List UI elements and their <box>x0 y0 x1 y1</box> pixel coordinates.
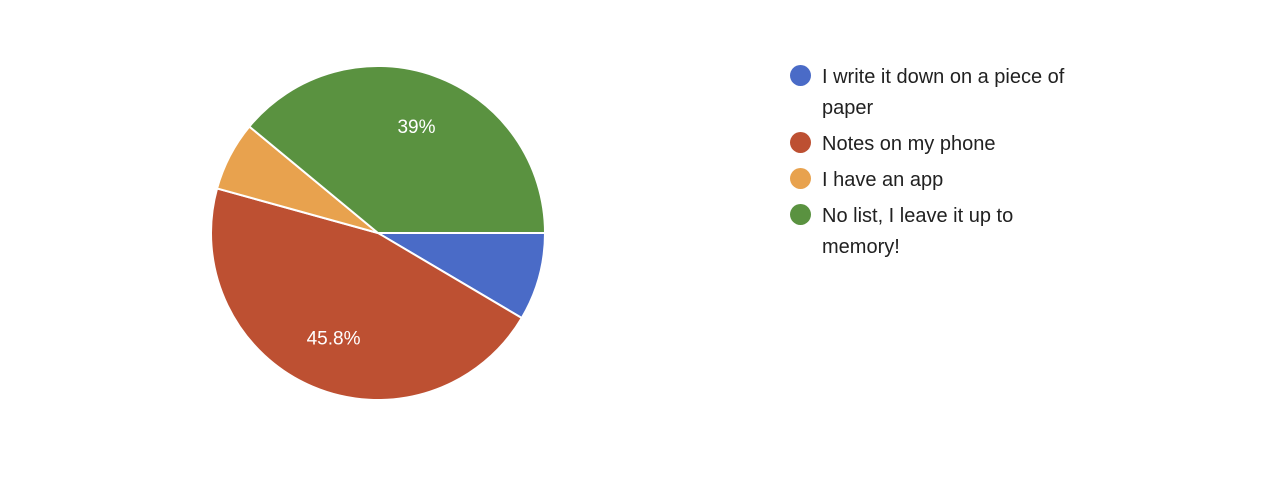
pie-slice-0 <box>374 232 547 320</box>
legend-item-3: No list, I leave it up to memory! <box>790 201 1080 263</box>
legend-swatch-icon <box>790 168 811 189</box>
slice-percent-label-3: 39% <box>397 117 435 138</box>
legend-item-1: Notes on my phone <box>790 129 1080 160</box>
slice-percent-label-1: 45.8% <box>307 329 361 350</box>
legend-item-0: I write it down on a piece of paper <box>790 62 1080 124</box>
legend-label: I have an app <box>822 169 944 191</box>
pie-slice-3 <box>247 64 547 234</box>
pie-slice-1 <box>210 187 524 401</box>
chart-legend: I write it down on a piece of paper Notes… <box>790 62 1080 268</box>
legend-swatch-icon <box>790 65 811 86</box>
legend-item-2: I have an app <box>790 165 1080 196</box>
legend-label: I write it down on a piece of paper <box>822 66 1065 119</box>
legend-swatch-icon <box>790 204 811 225</box>
legend-label: No list, I leave it up to memory! <box>822 205 1014 258</box>
legend-label: Notes on my phone <box>822 133 996 155</box>
legend-swatch-icon <box>790 132 811 153</box>
